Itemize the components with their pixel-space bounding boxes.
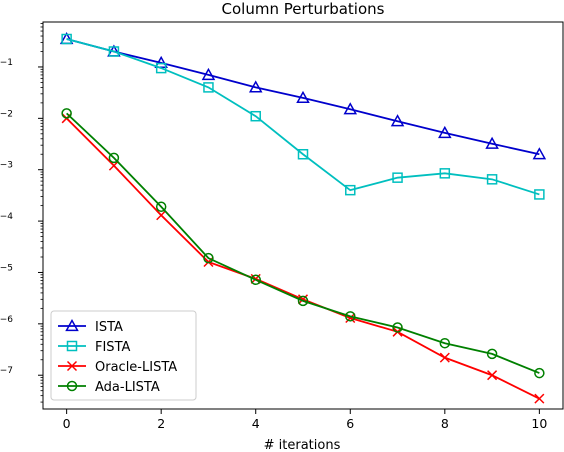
legend-swatch-marker	[66, 360, 78, 372]
data-point	[345, 311, 356, 322]
data-point	[392, 322, 403, 333]
y-tick-label-exponent: −3	[0, 161, 13, 171]
plot-area-frame	[42, 21, 564, 410]
legend-item: ISTA	[58, 318, 123, 335]
data-point	[248, 80, 263, 93]
data-point	[108, 152, 120, 164]
chart-title: Column Perturbations	[222, 0, 385, 18]
data-point	[532, 147, 547, 160]
data-point	[439, 168, 451, 179]
legend-item: FISTA	[58, 340, 130, 355]
y-tick-label-exponent: −5	[0, 263, 13, 273]
legend: ISTA FISTA Oracle-LISTA Ada-LISTA	[50, 310, 197, 401]
y-tick-label-exponent: −2	[0, 109, 13, 119]
data-point	[250, 274, 261, 286]
legend-swatch-marker	[66, 340, 78, 352]
data-point	[534, 367, 545, 379]
legend-swatch-marker	[66, 380, 78, 392]
data-point	[108, 160, 119, 171]
y-tick-label-exponent: −4	[0, 212, 13, 222]
data-point	[486, 348, 498, 360]
data-point	[487, 370, 498, 381]
data-point	[61, 108, 72, 119]
series-fista	[61, 33, 545, 200]
y-tick-label: 10−2	[0, 109, 13, 125]
data-point	[439, 337, 451, 349]
y-tick-label: 10−1	[0, 58, 13, 74]
x-tick-label: 10	[531, 416, 547, 431]
data-point	[155, 62, 167, 74]
x-tick-label: 8	[441, 416, 449, 431]
x-tick-label: 6	[346, 416, 354, 431]
y-tick-label-exponent: −7	[0, 366, 13, 376]
series-ada-lista	[61, 108, 545, 379]
data-point	[297, 295, 309, 307]
data-point	[438, 125, 452, 139]
data-point	[250, 110, 261, 122]
data-point	[486, 174, 498, 185]
y-tick-label: 10−4	[0, 212, 13, 228]
data-point	[297, 148, 309, 160]
data-point	[155, 201, 167, 213]
x-tick-label: 4	[252, 416, 260, 431]
y-tick-label-exponent: −6	[0, 315, 13, 325]
y-axis: 10−7 10−6 10−5 10−4 10−3 10−2 10−1	[0, 23, 43, 403]
legend-label: FISTA	[95, 340, 130, 355]
legend-label: ISTA	[95, 320, 123, 335]
y-tick-label-exponent: −1	[0, 58, 13, 68]
data-point	[61, 33, 72, 45]
x-tick-label: 0	[63, 416, 71, 431]
series-line	[66, 38, 540, 196]
series-line	[66, 38, 540, 156]
legend-label: Oracle-LISTA	[95, 360, 177, 375]
y-tick-label: 10−7	[0, 366, 13, 382]
data-point	[343, 102, 358, 115]
x-tick-label: 2	[157, 416, 165, 431]
series-layer	[59, 31, 547, 404]
data-point	[392, 172, 403, 183]
series-ista	[59, 31, 547, 160]
data-point	[203, 82, 214, 93]
legend-item: Ada-LISTA	[58, 380, 160, 395]
x-axis: 0 2 4 6 8 10	[63, 409, 547, 431]
y-tick-label: 10−6	[0, 315, 13, 331]
data-point	[390, 114, 405, 127]
legend-swatch-marker	[65, 318, 79, 332]
series-line	[66, 112, 540, 374]
data-point	[201, 67, 216, 81]
data-point	[439, 352, 450, 363]
data-point	[203, 252, 214, 264]
legend-label: Ada-LISTA	[95, 380, 160, 395]
y-tick-label: 10−5	[0, 263, 13, 279]
data-point	[534, 189, 545, 200]
data-point	[108, 46, 120, 57]
y-tick-label: 10−3	[0, 161, 13, 177]
x-axis-label: # iterations	[264, 438, 341, 452]
legend-item: Oracle-LISTA	[58, 360, 177, 375]
legend-frame	[50, 310, 197, 401]
data-point	[485, 136, 499, 149]
data-point	[345, 184, 356, 196]
data-point	[534, 393, 545, 404]
data-point	[156, 210, 167, 221]
data-point	[296, 90, 310, 104]
